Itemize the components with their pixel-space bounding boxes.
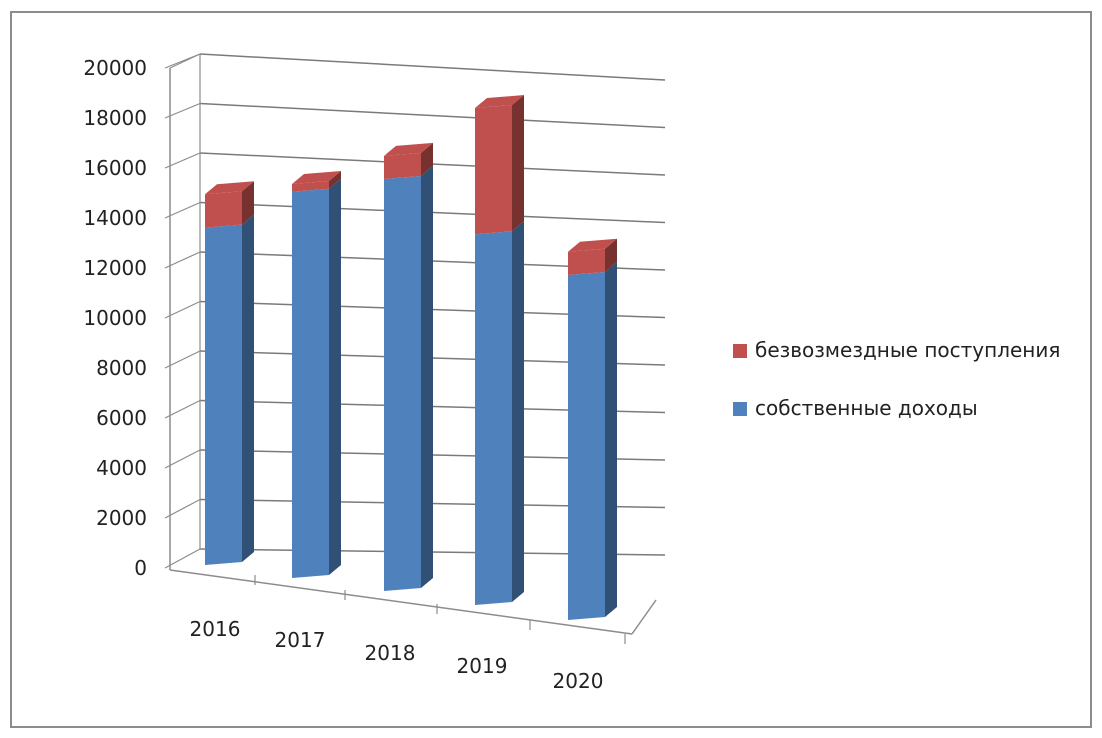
gridline-side [164, 498, 201, 519]
legend-label: собственные доходы [755, 396, 978, 420]
gridline-side [164, 251, 201, 269]
bar-side-face [242, 214, 254, 563]
x-tick-label: 2016 [190, 617, 241, 641]
legend-swatch [733, 344, 747, 358]
bar-side-face [421, 142, 433, 176]
x-axis-line [169, 569, 633, 635]
bar-own-revenue [292, 188, 329, 578]
bar-own-revenue [475, 231, 512, 605]
x-tick-label: 2017 [275, 628, 326, 652]
bar-side-face [605, 238, 617, 272]
bar-gratuitous-receipts [475, 105, 512, 235]
bar-side-face [512, 221, 524, 602]
bar-gratuitous-receipts [205, 191, 242, 228]
gridline-side [164, 300, 201, 319]
bar-gratuitous-receipts [292, 181, 329, 192]
bar-top-face [475, 95, 524, 109]
bar-top-face [384, 142, 433, 156]
bar-side-face [512, 95, 524, 232]
gridline-side [164, 53, 201, 69]
floor-right-edge [631, 599, 657, 635]
bar-top-face [292, 171, 341, 185]
legend-swatch [733, 402, 747, 416]
y-tick-label: 2000 [96, 506, 147, 530]
legend-label: безвозмездные поступления [755, 338, 1060, 362]
gridline-side [164, 102, 201, 119]
y-tick-label: 6000 [96, 406, 147, 430]
gridline [199, 53, 666, 81]
bar-top-face [205, 181, 254, 195]
y-tick-label: 18000 [83, 106, 147, 130]
y-tick-label: 0 [134, 556, 147, 580]
gridline [199, 102, 666, 129]
x-tick-label: 2020 [553, 669, 604, 693]
bar-top-face [568, 238, 617, 252]
bar-side-face [329, 171, 341, 189]
y-tick-label: 8000 [96, 356, 147, 380]
bar-gratuitous-receipts [384, 152, 421, 179]
bar-side-face [605, 261, 617, 617]
x-tick-label: 2018 [365, 641, 416, 665]
bar-own-revenue [568, 271, 605, 620]
bar-gratuitous-receipts [568, 248, 605, 275]
bar-side-face [242, 181, 254, 225]
y-tick-label: 20000 [83, 56, 147, 80]
gridline-side [164, 350, 201, 369]
x-tick-label: 2019 [457, 654, 508, 678]
y-tick-label: 12000 [83, 256, 147, 280]
gridline-side [164, 449, 201, 469]
gridline-side [164, 399, 201, 419]
bar-side-face [329, 178, 341, 575]
gridline-side [164, 201, 201, 219]
y-tick-label: 16000 [83, 156, 147, 180]
bar-side-face [421, 166, 433, 588]
gridline-side [164, 152, 201, 169]
chart-frame [10, 11, 1092, 728]
bar-own-revenue [384, 176, 421, 591]
bar-own-revenue [205, 224, 242, 566]
y-tick-label: 10000 [83, 306, 147, 330]
y-tick-label: 14000 [83, 206, 147, 230]
y-tick-label: 4000 [96, 456, 147, 480]
gridline-side [164, 548, 201, 569]
